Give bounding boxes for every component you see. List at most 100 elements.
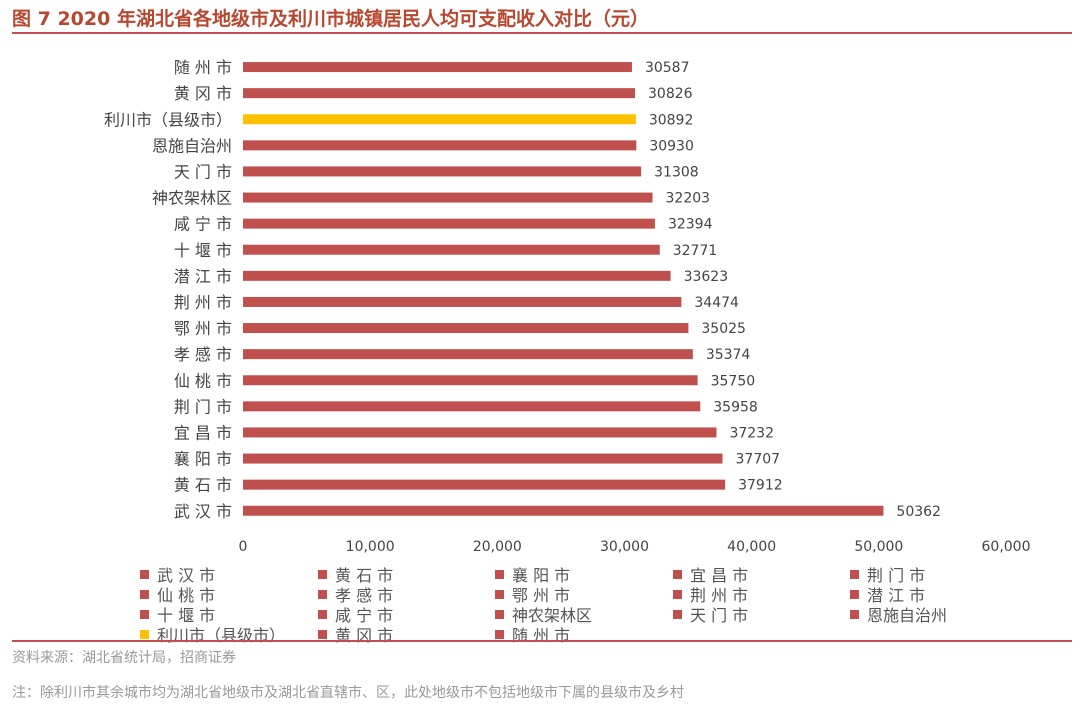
data-label: 32394 (668, 217, 713, 233)
category-label: 恩施自治州 (152, 136, 232, 155)
x-tick-label: 0 (239, 539, 248, 555)
category-label: 潜 江 市 (174, 267, 232, 286)
legend-item: 天 门 市 (673, 602, 748, 626)
legend-item: 潜 江 市 (850, 582, 925, 606)
category-label: 仙 桃 市 (174, 371, 232, 390)
legend-swatch (850, 610, 859, 619)
legend-swatch (673, 570, 682, 579)
legend-item: 鄂 州 市 (495, 582, 570, 606)
bar-荆州市 (243, 296, 682, 307)
value-labels: 30587 30826 30892 30930 31308 32203 32394 32771… (645, 60, 941, 520)
legend-item: 孝 感 市 (318, 582, 393, 606)
x-tick-label: 60,000 (982, 539, 1031, 555)
legend-item: 黄 冈 市 (318, 622, 393, 646)
category-label: 鄂 州 市 (174, 319, 232, 338)
legend-swatch (495, 590, 504, 599)
legend-swatch (318, 630, 327, 639)
footnote: 注：除利川市其余城市均为湖北省地级市及湖北省直辖市、区，此处地级市不包括地级市下… (12, 685, 684, 701)
bar-潜江市 (243, 270, 671, 281)
legend-swatch (318, 610, 327, 619)
legend-item: 恩施自治州 (850, 602, 947, 626)
legend-label: 咸 宁 市 (335, 606, 394, 625)
legend-label: 十 堰 市 (157, 606, 216, 625)
legend-swatch (495, 630, 504, 639)
bar-孝感市 (243, 349, 693, 360)
category-label: 神农架林区 (152, 189, 232, 208)
legend-label: 宜 昌 市 (690, 566, 749, 585)
legend-label: 神农架林区 (512, 606, 593, 625)
category-label: 黄 石 市 (174, 476, 232, 495)
data-label: 37912 (738, 478, 783, 494)
chart-title: 图 7 2020 年湖北省各地级市及利川市城镇居民人均可支配收入对比（元） (12, 8, 649, 30)
legend-label: 鄂 州 市 (512, 586, 571, 605)
legend-item: 荆 州 市 (673, 582, 748, 606)
data-label: 35374 (706, 347, 751, 363)
category-label: 十 堰 市 (174, 241, 232, 260)
category-label: 黄 冈 市 (174, 84, 232, 103)
legend-swatch (140, 610, 149, 619)
legend-item: 利川市（县级市） (140, 622, 285, 646)
data-label: 34474 (694, 295, 739, 311)
data-label: 37232 (729, 425, 774, 441)
legend-label: 黄 冈 市 (335, 626, 394, 645)
legend-label: 荆 州 市 (690, 586, 749, 605)
bar-恩施自治州 (243, 140, 637, 151)
legend-item: 随 州 市 (495, 622, 570, 646)
data-label: 32203 (666, 191, 711, 207)
bar-黄石市 (243, 479, 726, 490)
data-label: 30587 (645, 60, 690, 76)
legend-swatch (495, 610, 504, 619)
legend-swatch (318, 570, 327, 579)
x-tick-label: 40,000 (727, 539, 776, 555)
legend-item: 仙 桃 市 (140, 582, 215, 606)
data-label: 35025 (701, 321, 746, 337)
x-tick-label: 20,000 (473, 539, 522, 555)
legend-label: 武 汉 市 (157, 566, 216, 585)
data-label: 50362 (896, 504, 941, 520)
data-label: 32771 (673, 243, 718, 259)
legend-item: 咸 宁 市 (318, 602, 393, 626)
bar-仙桃市 (243, 375, 698, 386)
legend-swatch (140, 630, 149, 639)
bar-咸宁市 (243, 218, 655, 229)
x-axis-ticks: 0 10,000 20,000 30,000 40,000 50,000 60,000 (239, 539, 1031, 555)
category-label: 武 汉 市 (174, 502, 232, 521)
data-label: 37707 (736, 452, 781, 468)
data-label: 35958 (713, 399, 758, 415)
x-tick-label: 10,000 (346, 539, 395, 555)
bars-group (243, 62, 884, 516)
category-label: 天 门 市 (174, 162, 232, 181)
legend-label: 恩施自治州 (867, 606, 948, 625)
data-label: 35750 (711, 373, 756, 389)
data-label: 30930 (649, 138, 694, 154)
title-divider (12, 32, 1072, 34)
legend-swatch (318, 590, 327, 599)
x-tick-label: 30,000 (600, 539, 649, 555)
legend-swatch (673, 610, 682, 619)
bar-鄂州市 (243, 323, 689, 334)
bar-宜昌市 (243, 427, 717, 438)
legend-label: 孝 感 市 (335, 586, 394, 605)
bar-武汉市 (243, 505, 884, 516)
legend-swatch (140, 590, 149, 599)
legend-item: 襄 阳 市 (495, 562, 570, 586)
legend-swatch (495, 570, 504, 579)
legend-label: 仙 桃 市 (157, 586, 216, 605)
category-label: 咸 宁 市 (174, 215, 232, 234)
source-note: 资料来源：湖北省统计局，招商证券 (12, 650, 236, 666)
legend-label: 襄 阳 市 (512, 566, 571, 585)
data-label: 30826 (648, 86, 693, 102)
bar-利川市（县级市） (243, 114, 636, 125)
legend-swatch (140, 570, 149, 579)
category-label: 随 州 市 (174, 58, 232, 77)
legend-swatch (850, 570, 859, 579)
legend-label: 潜 江 市 (867, 586, 926, 605)
legend-label: 天 门 市 (690, 606, 749, 625)
x-tick-label: 50,000 (854, 539, 903, 555)
legend-swatch (673, 590, 682, 599)
data-label: 30892 (649, 112, 694, 128)
category-label: 荆 州 市 (174, 293, 232, 312)
legend-label: 随 州 市 (512, 626, 571, 645)
